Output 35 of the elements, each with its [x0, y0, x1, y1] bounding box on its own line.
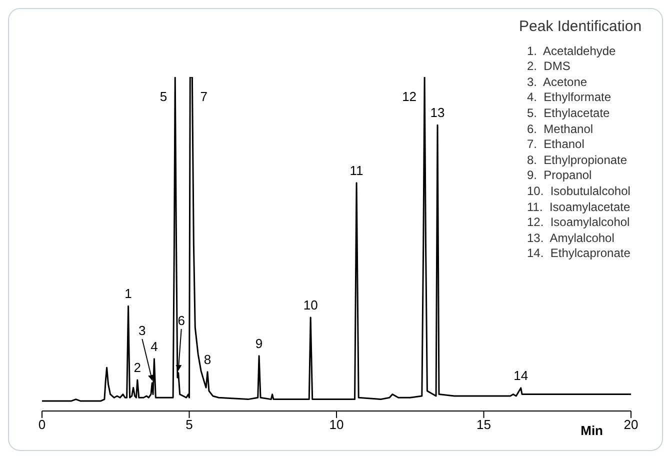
annotation: 2	[134, 360, 142, 375]
annotation: 4. Ethylformate	[527, 90, 612, 106]
x-tick-label: 20	[624, 417, 638, 432]
annotation: 7. Ethanol	[527, 137, 586, 153]
text: 2. DMS	[527, 59, 572, 75]
annotation: 12. Isoamylalcohol	[527, 215, 631, 231]
annotation: 12	[402, 89, 417, 104]
annotation: 8. Ethylpropionate	[527, 152, 628, 168]
annotation: 4	[150, 338, 158, 354]
x-axis-title: Min	[580, 423, 604, 438]
annotation: 6. Methanol	[527, 122, 594, 138]
annotation: 5	[160, 89, 168, 104]
text: 1. Acetaldehyde	[527, 44, 617, 60]
annotation: 1	[124, 286, 132, 302]
x-tick-label: 0	[38, 417, 46, 432]
annotation: 9. Propanol	[527, 168, 593, 184]
text: Peak Identification	[519, 18, 642, 35]
annotation: 11	[350, 162, 364, 178]
annotation: 13	[430, 105, 445, 120]
x-tick-label: 10	[329, 417, 344, 432]
annotation: 14	[514, 368, 528, 383]
x-tick-label: 5	[186, 417, 193, 432]
annotation: 3	[138, 322, 146, 338]
x-tick-label: 15	[476, 417, 491, 432]
annotation: 14. Ethylcapronate	[527, 246, 632, 262]
annotation: 7	[200, 89, 208, 104]
annotation: 9	[255, 336, 263, 351]
annotation: 8	[204, 352, 212, 367]
annotation: 5. Ethylacetate	[527, 106, 611, 122]
annotation: 3. Acetone	[527, 74, 588, 90]
annotation: 13. Amylalcohol	[527, 230, 616, 246]
annotation: 11. Isoamylacetate	[527, 200, 632, 216]
annotation: 10	[303, 297, 318, 312]
annotation: 10. Isobutulalcohol	[527, 184, 632, 200]
annotation: 6	[178, 312, 185, 328]
